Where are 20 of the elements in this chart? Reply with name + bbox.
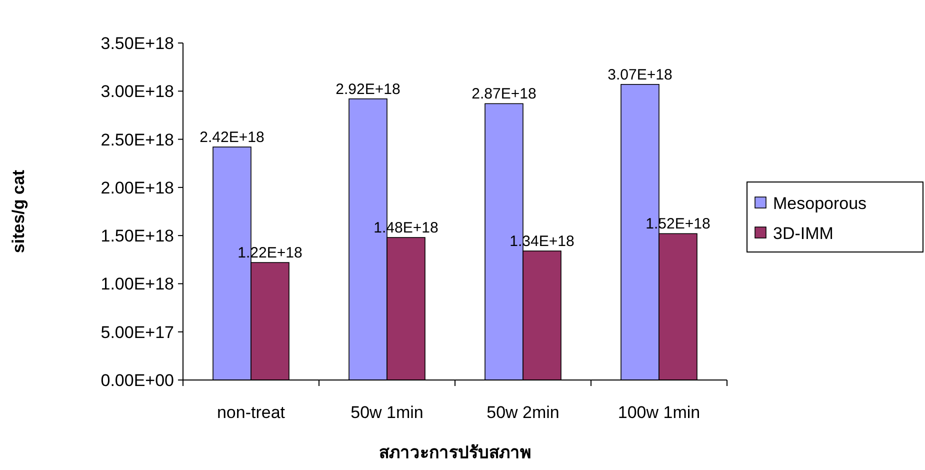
y-axis-title: sites/g cat <box>9 170 28 254</box>
y-tick-label: 0.00E+00 <box>100 371 174 390</box>
x-axis-title: สภาวะการปรับสภาพ <box>379 443 531 462</box>
y-tick-label: 2.00E+18 <box>100 178 174 198</box>
x-tick-label: non-treat <box>216 403 286 422</box>
y-tick-label: 3.00E+18 <box>100 82 174 102</box>
legend-label: 3D-IMM <box>773 224 834 243</box>
y-tick-label: 1.00E+18 <box>100 274 174 294</box>
data-label: 2.92E+18 <box>336 80 400 98</box>
x-tick-label: 50w 1min <box>350 403 424 422</box>
x-tick-label: 100w 1min <box>618 403 700 422</box>
y-tick-label: 1.50E+18 <box>100 226 174 246</box>
x-tick-label: 50w 2min <box>486 403 560 422</box>
y-tick-label: 5.00E+17 <box>100 322 174 342</box>
legend-label: Mesoporous <box>773 194 867 213</box>
data-label: 2.42E+18 <box>200 128 264 146</box>
y-tick-label: 2.50E+18 <box>100 130 174 150</box>
y-tick-label: 3.50E+18 <box>100 34 174 53</box>
data-label: 2.87E+18 <box>472 86 536 103</box>
data-label: 3.07E+18 <box>608 66 672 84</box>
